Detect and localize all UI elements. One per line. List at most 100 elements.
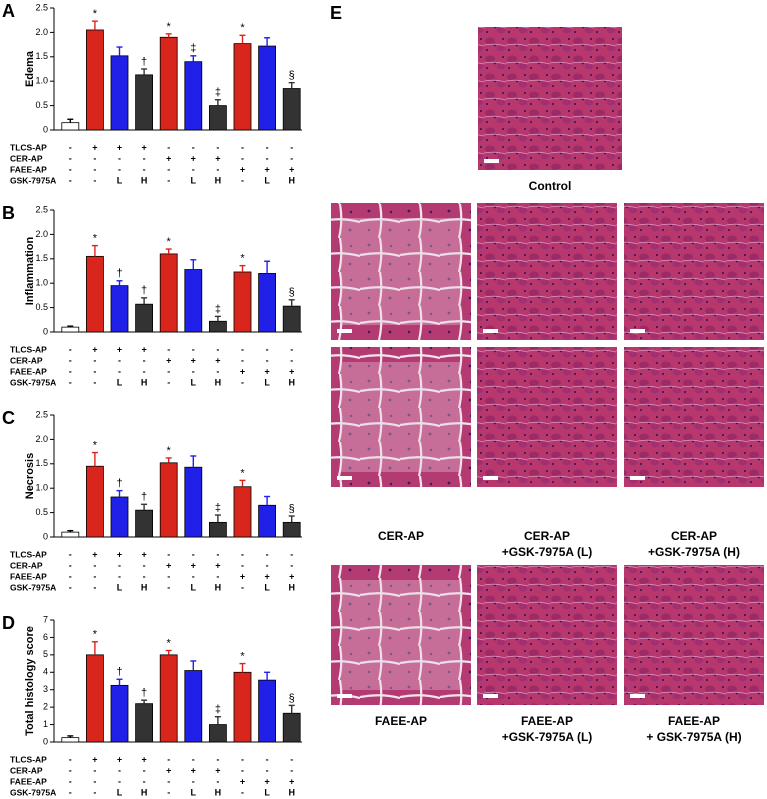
condition-cell: + [215,153,220,163]
significance-mark: ‡ [190,43,196,55]
bar [233,271,252,333]
scale-bar [337,694,352,698]
error-bar [239,34,246,44]
error-bar [264,260,271,274]
condition-label: FAEE-AP [10,571,47,581]
condition-cell: + [191,153,196,163]
error-bar [141,699,148,704]
condition-cell: - [241,754,244,764]
error-bar [116,46,123,56]
image-caption: Control [529,179,572,193]
condition-cell: + [117,549,122,559]
bar [61,326,80,333]
histology-image [477,347,617,487]
condition-cell: + [191,560,196,570]
significance-mark: * [240,467,245,479]
y-tick-label: 1.0 [35,483,48,493]
condition-cell: - [290,549,293,559]
condition-label: TLCS-AP [10,549,47,559]
condition-cell: + [92,549,97,559]
condition-label: CER-AP [10,765,43,775]
condition-cell: + [215,765,220,775]
error-bar [190,55,197,62]
image-caption: + GSK-7975A (H) [646,730,741,744]
bar [208,105,227,131]
histology-image [624,347,764,487]
significance-mark: * [240,650,245,662]
y-tick-label: 4 [43,667,48,677]
error-bar [141,297,148,305]
condition-cell: - [241,355,244,365]
y-tick-label: 2.5 [35,409,48,419]
image-caption: +GSK-7975A (H) [648,545,740,559]
y-tick-label: 6 [43,632,48,642]
histology-image [477,203,617,340]
bar [61,531,80,538]
condition-label: GSK-7975A [10,377,56,387]
condition-cell: - [192,344,195,354]
condition-cell: - [118,153,121,163]
panel-label: A [2,1,15,21]
condition-cell: - [93,776,96,786]
error-bar [165,248,172,254]
condition-label: CER-AP [10,355,43,365]
significance-mark: † [116,666,122,678]
condition-cell: - [93,355,96,365]
condition-cell: - [241,175,244,185]
scale-bar [630,476,645,480]
condition-label: CER-AP [10,560,43,570]
condition-cell: + [92,344,97,354]
condition-cell: - [167,142,170,152]
condition-cell: + [240,571,245,581]
condition-cell: - [167,776,170,786]
condition-cell: - [167,377,170,387]
y-axis-label: Inflammation [24,236,36,305]
histology-image [477,565,617,705]
significance-mark: § [289,503,295,515]
condition-cell: - [69,377,72,387]
bar [110,55,129,131]
bar [258,273,277,333]
bar [135,703,154,743]
significance-mark: * [93,233,98,245]
significance-mark: † [141,56,147,68]
bar [282,305,301,333]
y-tick-label: 0 [43,326,48,336]
y-tick-label: 0 [43,124,48,134]
bar [110,285,129,333]
condition-cell: - [69,142,72,152]
condition-cell: - [69,366,72,376]
condition-cell: L [117,582,123,592]
condition-cell: + [191,355,196,365]
condition-cell: - [241,549,244,559]
histology-image [331,347,471,487]
condition-cell: + [240,366,245,376]
condition-cell: H [141,582,148,592]
panel-label: B [2,203,15,223]
condition-cell: - [216,571,219,581]
condition-cell: - [93,153,96,163]
bar [135,303,154,333]
significance-mark: * [167,637,172,649]
condition-cell: - [241,582,244,592]
y-tick-label: 7 [43,614,48,624]
bar [86,654,104,743]
condition-cell: - [216,754,219,764]
y-tick-label: 2.0 [35,434,48,444]
condition-cell: - [118,355,121,365]
condition-cell: - [192,164,195,174]
condition-cell: L [264,175,270,185]
bar [61,737,80,743]
y-tick-label: 1.0 [35,278,48,288]
error-bar [288,704,295,714]
condition-cell: + [166,355,171,365]
bar [208,724,227,743]
error-bar [288,81,295,89]
condition-cell: - [143,765,146,775]
condition-cell: + [92,754,97,764]
bar [282,88,301,131]
y-tick-label: 1 [43,719,48,729]
error-bar [288,515,295,523]
condition-cell: - [143,776,146,786]
condition-cell: - [93,787,96,797]
